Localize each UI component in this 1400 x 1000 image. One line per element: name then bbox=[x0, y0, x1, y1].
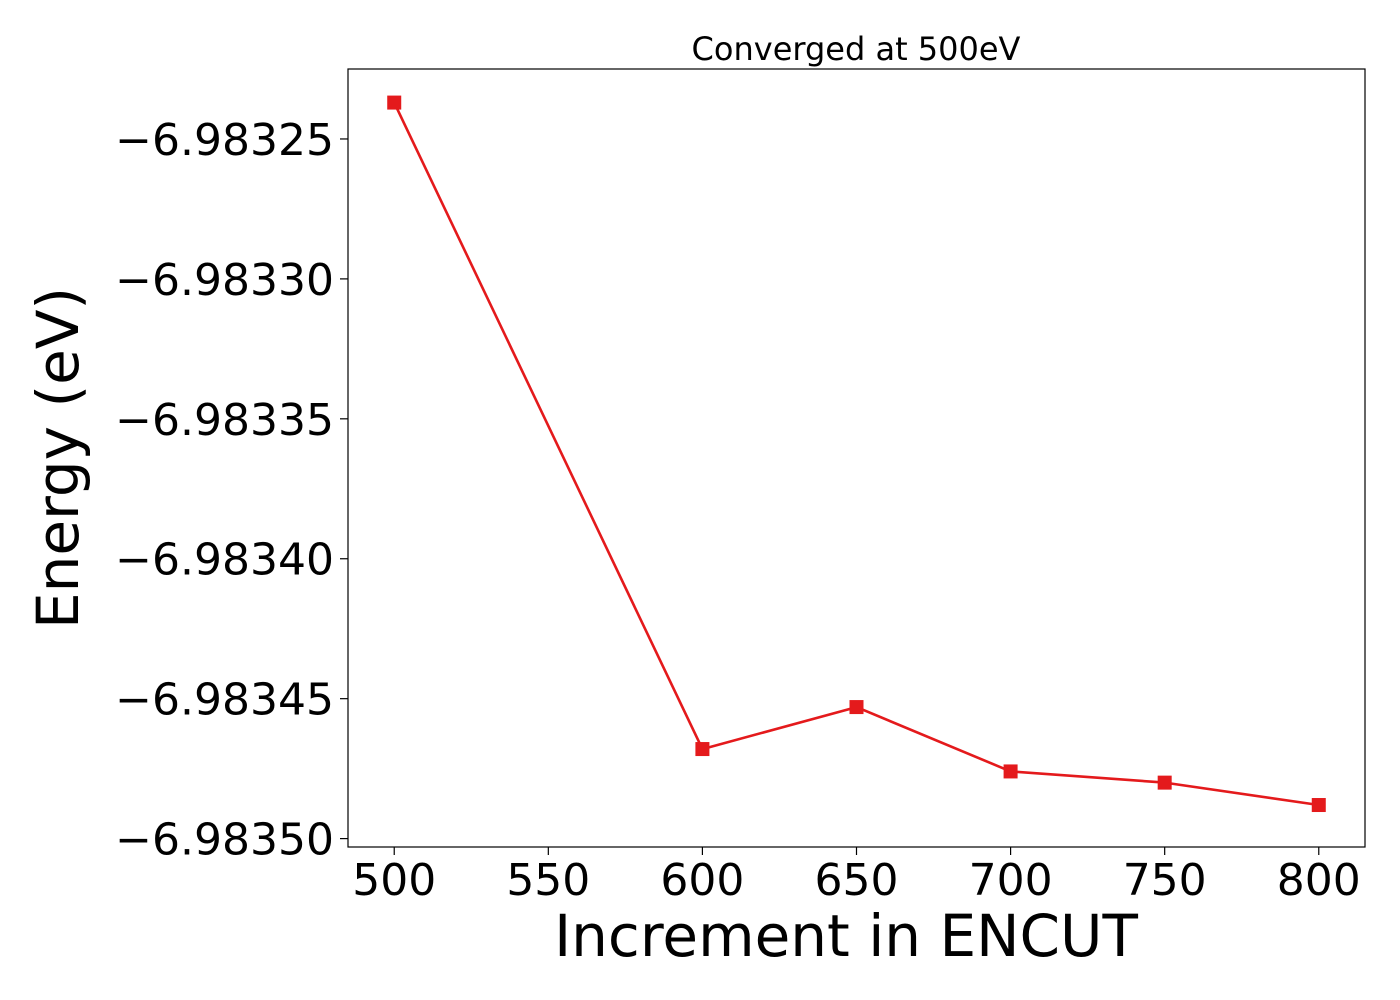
x-tick-label: 600 bbox=[660, 855, 744, 906]
data-point-marker bbox=[1157, 775, 1172, 790]
x-tick-label: 500 bbox=[352, 855, 436, 906]
data-point-marker bbox=[695, 742, 710, 757]
x-axis: 500 550 600 650 700 750 800 bbox=[352, 847, 1361, 906]
y-tick-label: −6.98350 bbox=[115, 815, 334, 866]
chart-title: Converged at 500eV bbox=[692, 30, 1021, 68]
data-point-marker bbox=[1003, 764, 1018, 779]
x-tick-label: 700 bbox=[969, 855, 1053, 906]
y-tick-label: −6.98335 bbox=[115, 395, 334, 446]
y-tick-label: −6.98325 bbox=[115, 115, 334, 166]
data-point-marker bbox=[849, 700, 864, 715]
y-tick-label: −6.98330 bbox=[115, 255, 334, 306]
x-tick-label: 750 bbox=[1123, 855, 1207, 906]
series-line bbox=[393, 102, 1319, 807]
x-tick-label: 650 bbox=[815, 855, 899, 906]
x-tick-label: 550 bbox=[506, 855, 590, 906]
series-markers bbox=[387, 95, 1326, 813]
y-axis: −6.98325 −6.98330 −6.98335 −6.98340 −6.98345… bbox=[115, 115, 348, 866]
y-axis-label: Energy (eV) bbox=[24, 287, 92, 629]
plot-area bbox=[347, 68, 1366, 848]
x-tick-label: 800 bbox=[1277, 855, 1361, 906]
data-point-marker bbox=[1311, 798, 1326, 813]
y-tick-label: −6.98340 bbox=[115, 535, 334, 586]
y-tick-label: −6.98345 bbox=[115, 675, 334, 726]
x-axis-label: Increment in ENCUT bbox=[554, 902, 1138, 970]
data-point-marker bbox=[387, 95, 402, 110]
